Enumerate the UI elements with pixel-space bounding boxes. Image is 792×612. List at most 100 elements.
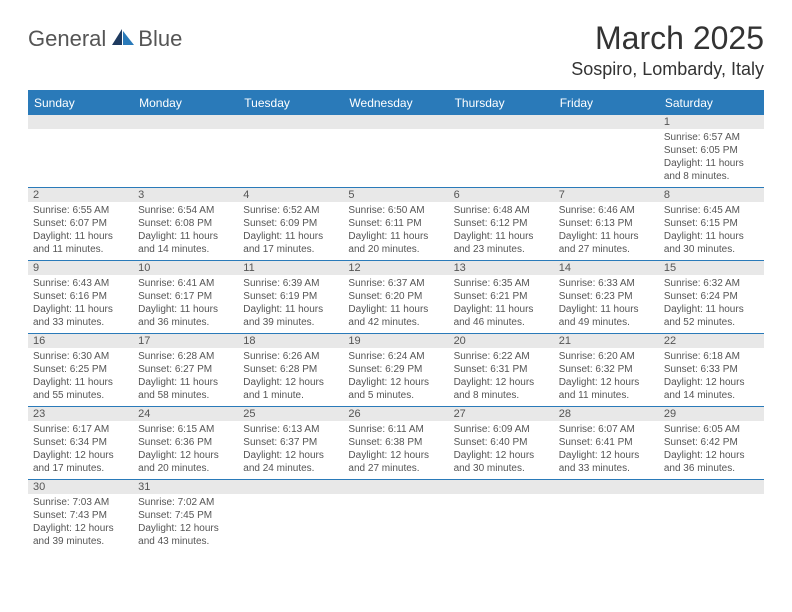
daylight-text-1: Daylight: 12 hours: [243, 376, 338, 389]
daylight-text-1: Daylight: 12 hours: [138, 449, 233, 462]
sunset-text: Sunset: 6:33 PM: [664, 363, 759, 376]
sunset-text: Sunset: 6:09 PM: [243, 217, 338, 230]
day-number: [343, 480, 448, 494]
daylight-text-1: Daylight: 12 hours: [559, 449, 654, 462]
day-header-sat: Saturday: [659, 91, 764, 115]
daylight-text-2: and 33 minutes.: [33, 316, 128, 329]
daylight-text-2: and 1 minute.: [243, 389, 338, 402]
sunrise-text: Sunrise: 6:20 AM: [559, 350, 654, 363]
day-cell: Sunrise: 6:39 AMSunset: 6:19 PMDaylight:…: [238, 275, 343, 333]
sunrise-text: Sunrise: 6:30 AM: [33, 350, 128, 363]
sunset-text: Sunset: 6:12 PM: [454, 217, 549, 230]
sunrise-text: Sunrise: 7:03 AM: [33, 496, 128, 509]
sunset-text: Sunset: 6:29 PM: [348, 363, 443, 376]
sunset-text: Sunset: 6:15 PM: [664, 217, 759, 230]
week-row: Sunrise: 6:57 AMSunset: 6:05 PMDaylight:…: [28, 129, 764, 188]
day-cell: Sunrise: 6:26 AMSunset: 6:28 PMDaylight:…: [238, 348, 343, 406]
day-cell: Sunrise: 6:28 AMSunset: 6:27 PMDaylight:…: [133, 348, 238, 406]
daylight-text-1: Daylight: 12 hours: [243, 449, 338, 462]
sunset-text: Sunset: 6:19 PM: [243, 290, 338, 303]
day-cell: Sunrise: 7:02 AMSunset: 7:45 PMDaylight:…: [133, 494, 238, 552]
sunrise-text: Sunrise: 6:45 AM: [664, 204, 759, 217]
day-cell: Sunrise: 7:03 AMSunset: 7:43 PMDaylight:…: [28, 494, 133, 552]
day-number: 3: [133, 188, 238, 202]
day-number: 9: [28, 261, 133, 275]
day-number: 1: [659, 115, 764, 129]
sunrise-text: Sunrise: 6:48 AM: [454, 204, 549, 217]
daylight-text-1: Daylight: 11 hours: [664, 157, 759, 170]
daylight-text-2: and 49 minutes.: [559, 316, 654, 329]
sunrise-text: Sunrise: 6:28 AM: [138, 350, 233, 363]
title-block: March 2025 Sospiro, Lombardy, Italy: [571, 20, 764, 80]
daylight-text-1: Daylight: 12 hours: [33, 449, 128, 462]
daylight-text-2: and 17 minutes.: [33, 462, 128, 475]
daylight-text-1: Daylight: 12 hours: [454, 449, 549, 462]
day-cell: Sunrise: 6:11 AMSunset: 6:38 PMDaylight:…: [343, 421, 448, 479]
sunrise-text: Sunrise: 6:18 AM: [664, 350, 759, 363]
calendar-day-headers: Sunday Monday Tuesday Wednesday Thursday…: [28, 90, 764, 115]
sunrise-text: Sunrise: 6:50 AM: [348, 204, 443, 217]
daylight-text-1: Daylight: 12 hours: [138, 522, 233, 535]
logo: General Blue: [28, 26, 182, 52]
day-cell: Sunrise: 6:30 AMSunset: 6:25 PMDaylight:…: [28, 348, 133, 406]
daylight-text-1: Daylight: 12 hours: [348, 376, 443, 389]
day-cell: [28, 129, 133, 187]
day-number: 28: [554, 407, 659, 421]
day-cell: Sunrise: 6:22 AMSunset: 6:31 PMDaylight:…: [449, 348, 554, 406]
day-number: [238, 480, 343, 494]
day-number: [133, 115, 238, 129]
daylight-text-2: and 27 minutes.: [559, 243, 654, 256]
day-number: 5: [343, 188, 448, 202]
daylight-text-2: and 30 minutes.: [664, 243, 759, 256]
day-cell: Sunrise: 6:37 AMSunset: 6:20 PMDaylight:…: [343, 275, 448, 333]
sunrise-text: Sunrise: 6:13 AM: [243, 423, 338, 436]
daylight-text-2: and 17 minutes.: [243, 243, 338, 256]
day-cell: Sunrise: 6:55 AMSunset: 6:07 PMDaylight:…: [28, 202, 133, 260]
sunset-text: Sunset: 6:08 PM: [138, 217, 233, 230]
daylight-text-1: Daylight: 12 hours: [664, 376, 759, 389]
day-cell: Sunrise: 6:05 AMSunset: 6:42 PMDaylight:…: [659, 421, 764, 479]
day-number: [238, 115, 343, 129]
daylight-text-1: Daylight: 12 hours: [454, 376, 549, 389]
sunrise-text: Sunrise: 6:33 AM: [559, 277, 654, 290]
day-number: [449, 115, 554, 129]
daynum-strip: 16171819202122: [28, 334, 764, 348]
day-cell: [343, 129, 448, 187]
day-number: 14: [554, 261, 659, 275]
daylight-text-1: Daylight: 11 hours: [33, 376, 128, 389]
day-cell: [659, 494, 764, 552]
sunset-text: Sunset: 6:42 PM: [664, 436, 759, 449]
daylight-text-2: and 8 minutes.: [664, 170, 759, 183]
sunrise-text: Sunrise: 6:52 AM: [243, 204, 338, 217]
location-subtitle: Sospiro, Lombardy, Italy: [571, 59, 764, 80]
day-header-thu: Thursday: [449, 91, 554, 115]
daylight-text-1: Daylight: 11 hours: [664, 230, 759, 243]
header: General Blue March 2025 Sospiro, Lombard…: [28, 20, 764, 80]
day-cell: Sunrise: 6:46 AMSunset: 6:13 PMDaylight:…: [554, 202, 659, 260]
day-cell: Sunrise: 6:50 AMSunset: 6:11 PMDaylight:…: [343, 202, 448, 260]
sunrise-text: Sunrise: 6:32 AM: [664, 277, 759, 290]
day-cell: Sunrise: 6:20 AMSunset: 6:32 PMDaylight:…: [554, 348, 659, 406]
daylight-text-2: and 20 minutes.: [138, 462, 233, 475]
sunset-text: Sunset: 6:16 PM: [33, 290, 128, 303]
sunrise-text: Sunrise: 6:57 AM: [664, 131, 759, 144]
day-cell: Sunrise: 6:07 AMSunset: 6:41 PMDaylight:…: [554, 421, 659, 479]
daylight-text-2: and 36 minutes.: [664, 462, 759, 475]
sunset-text: Sunset: 6:31 PM: [454, 363, 549, 376]
daylight-text-2: and 36 minutes.: [138, 316, 233, 329]
day-cell: [133, 129, 238, 187]
sunrise-text: Sunrise: 6:07 AM: [559, 423, 654, 436]
sunset-text: Sunset: 6:37 PM: [243, 436, 338, 449]
day-cell: [449, 129, 554, 187]
day-number: 27: [449, 407, 554, 421]
daylight-text-2: and 11 minutes.: [33, 243, 128, 256]
sunset-text: Sunset: 6:21 PM: [454, 290, 549, 303]
day-number: 18: [238, 334, 343, 348]
daylight-text-1: Daylight: 11 hours: [33, 303, 128, 316]
daylight-text-2: and 55 minutes.: [33, 389, 128, 402]
daylight-text-2: and 5 minutes.: [348, 389, 443, 402]
daylight-text-1: Daylight: 11 hours: [559, 230, 654, 243]
sunset-text: Sunset: 6:13 PM: [559, 217, 654, 230]
logo-text-blue: Blue: [138, 26, 182, 51]
sunset-text: Sunset: 6:36 PM: [138, 436, 233, 449]
